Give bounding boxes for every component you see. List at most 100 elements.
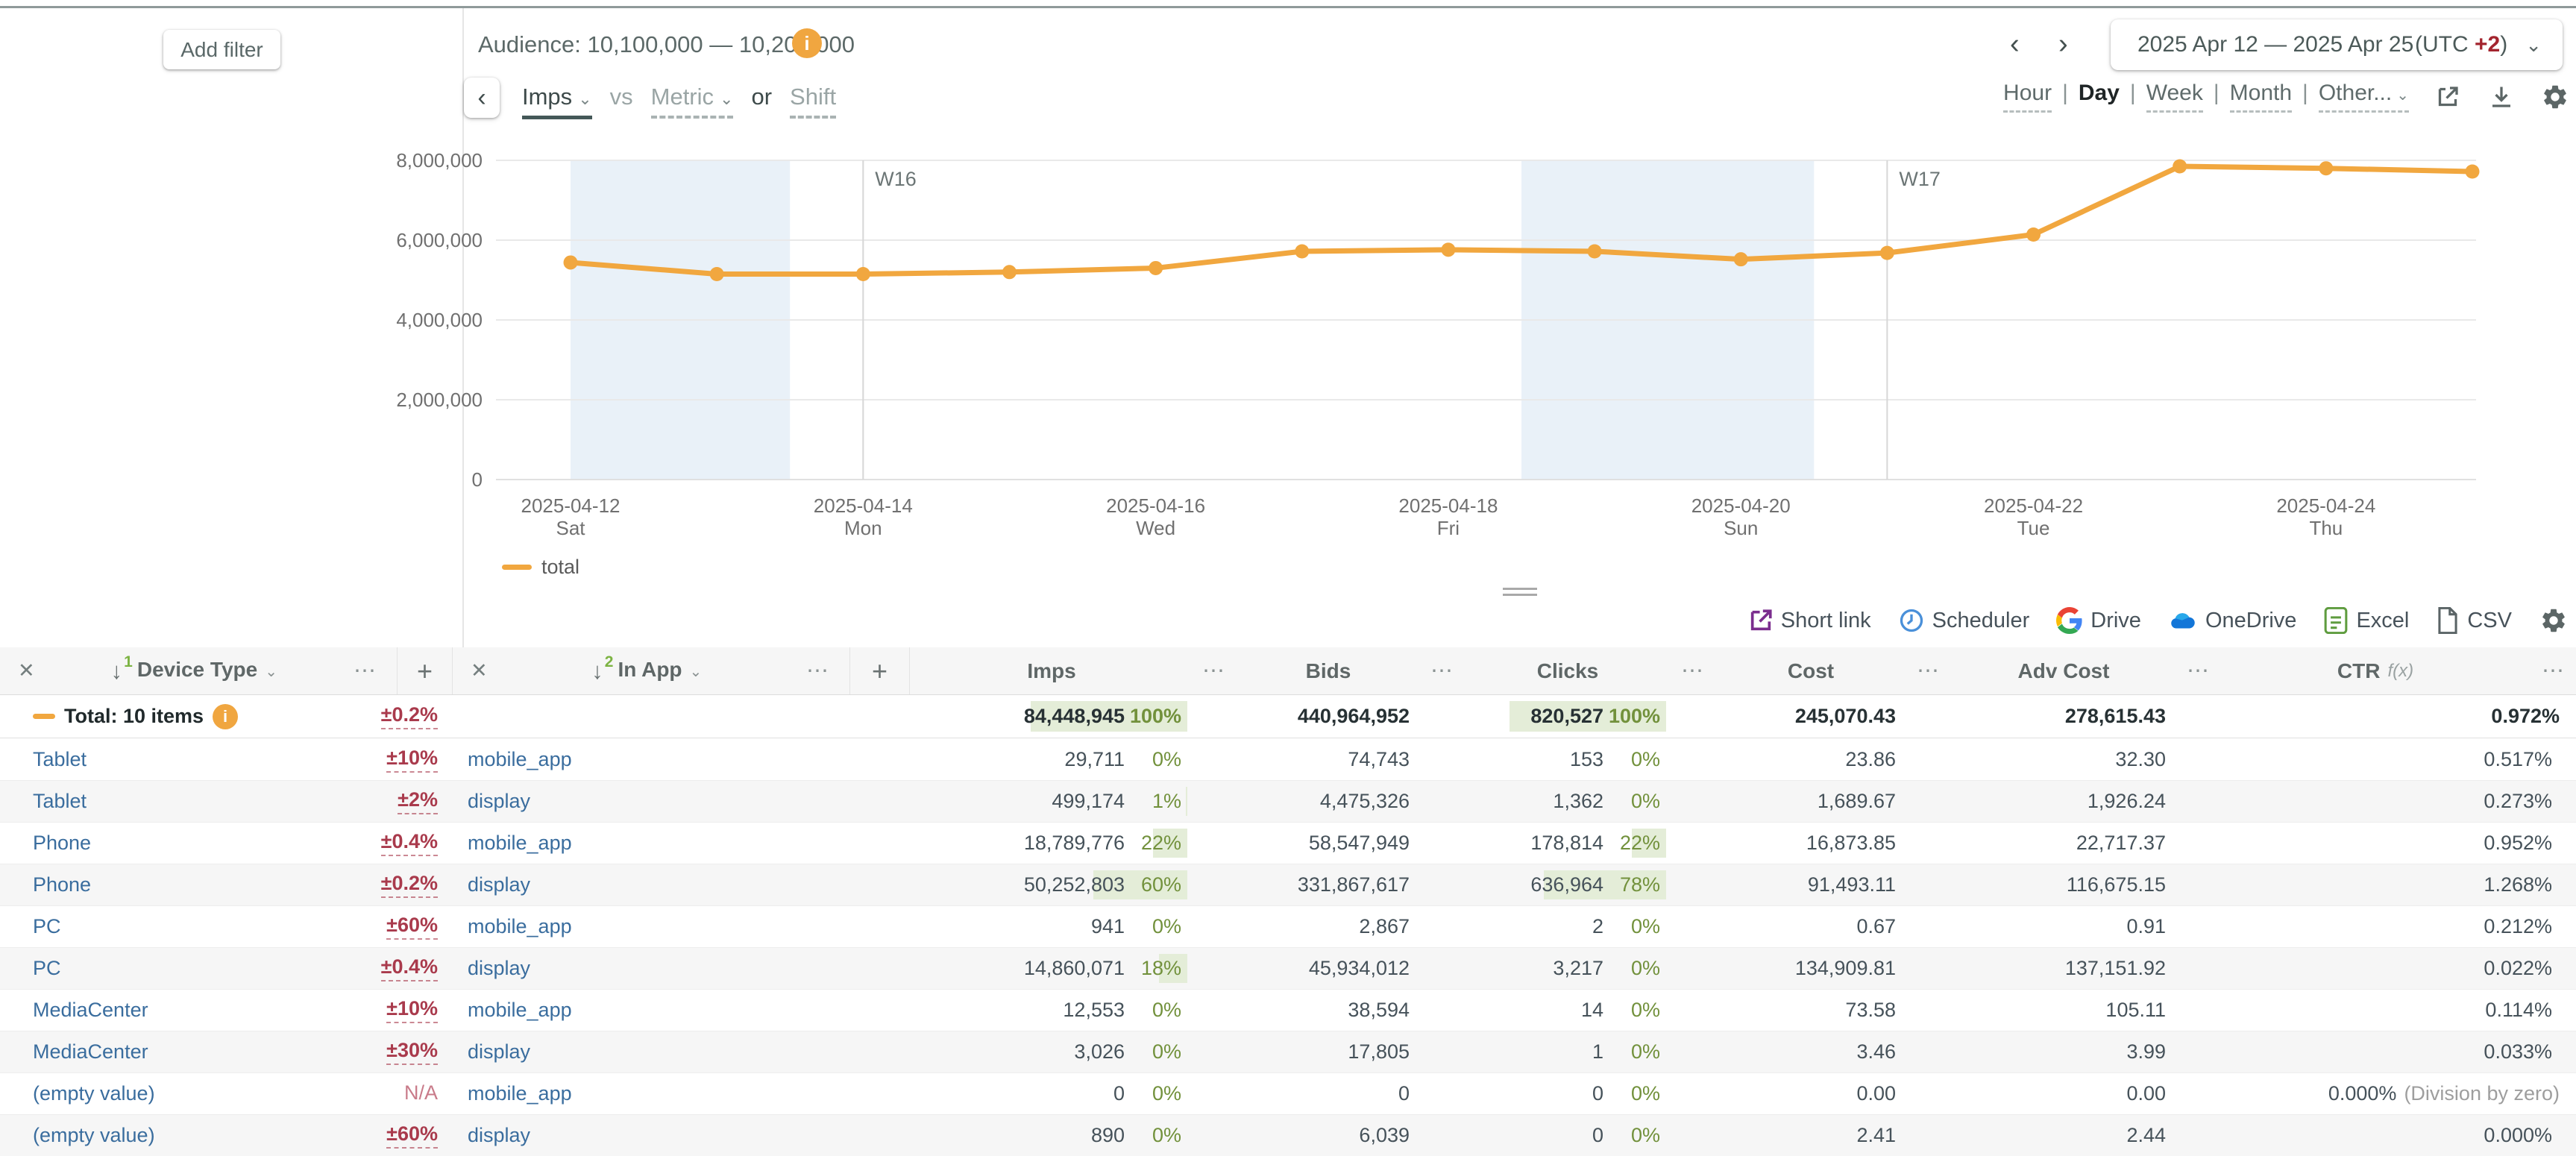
table-settings-gear-icon[interactable] [2539, 606, 2569, 635]
audience-info-icon[interactable]: i [792, 28, 822, 58]
bids-column-header[interactable]: Bids [1305, 659, 1351, 682]
date-range-picker[interactable]: 2025 Apr 12 — 2025 Apr 25 (UTC +2) ⌄ [2111, 19, 2563, 70]
in-app-link[interactable]: mobile_app [468, 832, 572, 854]
device-type-link[interactable]: Tablet [33, 790, 87, 812]
svg-text:Sat: Sat [556, 517, 585, 539]
in-app-link[interactable]: display [468, 1040, 531, 1063]
column-menu-icon[interactable]: ⋯ [2187, 659, 2211, 683]
tolerance-value[interactable]: ±60% [386, 914, 438, 940]
tolerance-value[interactable]: ±0.2% [380, 703, 438, 729]
column-menu-icon[interactable]: ⋯ [1430, 659, 1454, 683]
in-app-link[interactable]: mobile_app [468, 999, 572, 1021]
device-type-link[interactable]: Phone [33, 832, 92, 854]
remove-dimension-icon[interactable]: ✕ [471, 659, 488, 682]
excel-file-icon [2325, 607, 2348, 634]
total-info-icon[interactable]: i [213, 703, 239, 729]
device-type-link[interactable]: PC [33, 957, 61, 979]
tolerance-value[interactable]: ±10% [386, 997, 438, 1023]
granularity-other[interactable]: Other... ⌄ [2318, 81, 2409, 113]
shift-select[interactable]: Shift [790, 84, 837, 119]
legend-item-total[interactable]: total [502, 556, 579, 579]
utc-offset: (UTC +2) [2415, 32, 2508, 57]
bids-cell: 2,867 [1359, 915, 1410, 937]
device-type-link[interactable]: Phone [33, 873, 92, 896]
clicks-cell: 1,362 0% [1553, 790, 1660, 812]
total-row: Total: 10 items i ±0.2% 84,448,945 100% 4… [0, 695, 2576, 738]
granularity-month[interactable]: Month [2229, 81, 2293, 113]
audience-filter-label[interactable]: Audience: 10,100,000 — 10,200,000 [478, 31, 855, 57]
ctr-column-header[interactable]: CTR f(x) [2337, 659, 2414, 682]
granularity-day[interactable]: Day [2078, 81, 2120, 105]
table-body: Tablet ±10% mobile_app 29,711 0% 74,743 1… [0, 738, 2576, 1156]
clicks-cell: 820,527 100% [1463, 695, 1672, 738]
remove-dimension-icon[interactable]: ✕ [18, 659, 35, 682]
in-app-link[interactable]: display [468, 873, 531, 896]
column-menu-icon[interactable]: ⋯ [1681, 659, 1705, 683]
tolerance-value[interactable]: ±0.4% [380, 830, 438, 856]
open-in-new-icon[interactable] [2433, 82, 2463, 112]
date-next-button[interactable]: › [2058, 28, 2068, 60]
tolerance-value[interactable]: ±0.2% [380, 872, 438, 898]
date-prev-button[interactable]: ‹ [2010, 28, 2020, 60]
granularity-hour[interactable]: Hour [2003, 81, 2052, 113]
granularity-week[interactable]: Week [2146, 81, 2203, 113]
clicks-column-header[interactable]: Clicks [1536, 659, 1599, 682]
column-menu-icon[interactable]: ⋯ [805, 659, 830, 683]
vs-label: vs [609, 84, 633, 110]
in-app-link[interactable]: display [468, 957, 531, 979]
imps-column-header[interactable]: Imps [1027, 659, 1076, 682]
in-app-link[interactable]: mobile_app [468, 1082, 572, 1105]
table-row: Phone ±0.2% display 50,252,803 60% 331,86… [0, 864, 2576, 905]
device-type-link[interactable]: Tablet [33, 747, 87, 770]
ctr-cell: 0.000% [2484, 1124, 2552, 1146]
date-range-text: 2025 Apr 12 — 2025 Apr 25 [2137, 32, 2414, 57]
cost-cell: 73.58 [1845, 999, 1896, 1021]
device-type-link[interactable]: (empty value) [33, 1124, 155, 1146]
tolerance-value[interactable]: N/A [403, 1081, 438, 1104]
svg-text:4,000,000: 4,000,000 [396, 309, 483, 331]
download-icon[interactable] [2487, 82, 2516, 112]
excel-export-button[interactable]: Excel [2323, 607, 2409, 634]
ctr-cell: 0.517% [2484, 747, 2552, 770]
in-app-link[interactable]: display [468, 1124, 531, 1146]
resize-handle[interactable] [463, 588, 2576, 596]
device-type-link[interactable]: PC [33, 915, 61, 937]
column-menu-icon[interactable]: ⋯ [1202, 659, 1226, 683]
in-app-sort[interactable]: ↓ 2 In App ⌄ [591, 653, 703, 684]
column-menu-icon[interactable]: ⋯ [353, 659, 377, 683]
cost-column-header[interactable]: Cost [1787, 659, 1835, 682]
column-menu-icon[interactable]: ⋯ [1917, 659, 1941, 683]
tolerance-value[interactable]: ±30% [386, 1039, 438, 1065]
svg-text:2025-04-22: 2025-04-22 [1984, 494, 2083, 517]
device-type-link[interactable]: (empty value) [33, 1082, 155, 1105]
adv-cost-cell: 116,675.15 [2066, 873, 2166, 896]
in-app-link[interactable]: mobile_app [468, 747, 572, 770]
timeseries-chart[interactable]: 0 2,000,000 4,000,000 6,000,000 8,000,000 W16… [0, 138, 2576, 563]
tolerance-value[interactable]: ±0.4% [380, 955, 438, 981]
column-menu-icon[interactable]: ⋯ [2542, 659, 2566, 683]
device-type-link[interactable]: MediaCenter [33, 1040, 148, 1063]
in-app-link[interactable]: display [468, 790, 531, 812]
primary-metric-select[interactable]: Imps ⌄ [522, 84, 592, 119]
scheduler-button[interactable]: Scheduler [1898, 607, 2029, 634]
short-link-button[interactable]: Short link [1748, 608, 1871, 633]
collapse-chart-button[interactable]: ‹ [464, 78, 500, 118]
ctr-cell: 0.972% [2491, 705, 2560, 727]
device-type-sort[interactable]: ↓ 1 Device Type ⌄ [110, 653, 277, 684]
add-filter-button[interactable]: Add filter [163, 30, 280, 69]
onedrive-button[interactable]: OneDrive [2168, 607, 2296, 634]
ctr-cell: 0.033% [2484, 1040, 2552, 1063]
adv-cost-column-header[interactable]: Adv Cost [2017, 659, 2110, 682]
add-dimension-button[interactable]: + [397, 647, 453, 694]
csv-export-button[interactable]: CSV [2436, 607, 2512, 634]
device-type-link[interactable]: MediaCenter [33, 999, 148, 1021]
compare-metric-select[interactable]: Metric ⌄ [650, 84, 734, 119]
in-app-link[interactable]: mobile_app [468, 915, 572, 937]
tolerance-value[interactable]: ±2% [398, 788, 438, 814]
tolerance-value[interactable]: ±60% [386, 1122, 438, 1149]
tolerance-value[interactable]: ±10% [386, 747, 438, 773]
google-drive-button[interactable]: Drive [2056, 607, 2141, 634]
add-dimension-button[interactable]: + [849, 647, 910, 694]
chart-settings-gear-icon[interactable] [2540, 82, 2570, 112]
chevron-down-icon: ⌄ [2396, 87, 2409, 104]
